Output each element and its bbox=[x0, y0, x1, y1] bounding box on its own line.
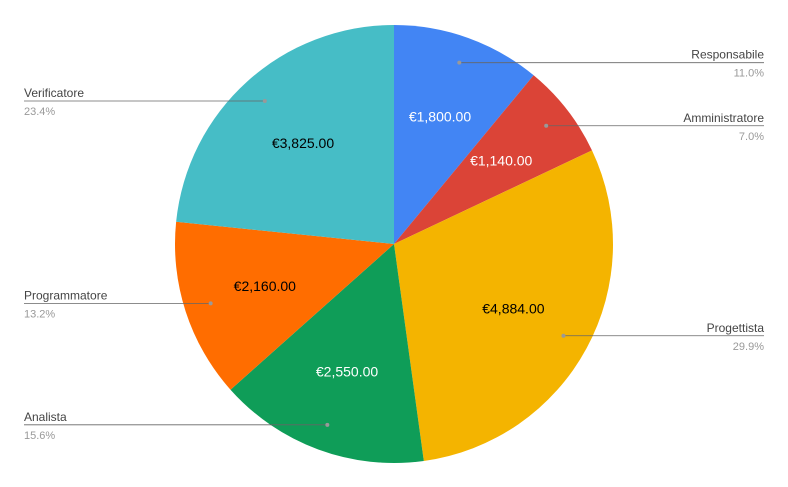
slice-analista[interactable] bbox=[230, 244, 424, 463]
legend-percent-verificatore: 23.4% bbox=[24, 106, 55, 118]
leader-dot-programmatore bbox=[208, 301, 213, 306]
slices bbox=[174, 25, 613, 463]
legend-name-analista: Analista bbox=[24, 410, 67, 424]
slice-verificatore[interactable] bbox=[176, 25, 394, 244]
value-label-progettista: €4,884.00 bbox=[482, 301, 544, 317]
legend-name-responsabile: Responsabile bbox=[691, 48, 764, 62]
legend-percent-amministratore: 7.0% bbox=[739, 131, 764, 143]
legend-percent-analista: 15.6% bbox=[24, 430, 55, 442]
callout-responsabile: Responsabile 11.0% bbox=[457, 48, 764, 80]
slice-responsabile[interactable] bbox=[394, 25, 534, 244]
callout-analista: Analista 15.6% bbox=[24, 410, 330, 442]
value-label-programmatore: €2,160.00 bbox=[234, 278, 296, 294]
leader-dot-responsabile bbox=[457, 60, 462, 65]
leader-dot-verificatore bbox=[262, 98, 267, 103]
legend-percent-responsabile: 11.0% bbox=[734, 68, 765, 80]
value-label-analista: €2,550.00 bbox=[316, 363, 378, 379]
value-label-amministratore: €1,140.00 bbox=[470, 153, 532, 169]
legend-percent-programmatore: 13.2% bbox=[24, 308, 55, 320]
leader-dot-analista bbox=[325, 422, 330, 427]
leader-dot-amministratore bbox=[544, 123, 549, 128]
value-labels: €1,800.00 €1,140.00 €4,884.00 €2,550.00 €2,1… bbox=[234, 108, 545, 379]
legend-name-amministratore: Amministratore bbox=[683, 111, 764, 125]
legend-percent-progettista: 29.9% bbox=[733, 341, 764, 353]
callout-programmatore: Programmatore 13.2% bbox=[24, 288, 213, 320]
legend-name-programmatore: Programmatore bbox=[24, 288, 108, 302]
callout-amministratore: Amministratore 7.0% bbox=[544, 111, 764, 143]
slice-progettista[interactable] bbox=[394, 150, 613, 461]
leader-dot-progettista bbox=[561, 333, 566, 338]
callouts: Responsabile 11.0% Amministratore 7.0% Proge… bbox=[24, 48, 764, 442]
value-label-verificatore: €3,825.00 bbox=[272, 135, 334, 151]
callout-progettista: Progettista 29.9% bbox=[561, 321, 764, 353]
legend-name-progettista: Progettista bbox=[707, 321, 765, 335]
value-label-responsabile: €1,800.00 bbox=[409, 108, 471, 124]
slice-programmatore[interactable] bbox=[174, 221, 394, 390]
callout-verificatore: Verificatore 23.4% bbox=[24, 86, 267, 118]
slice-amministratore[interactable] bbox=[394, 75, 592, 245]
legend-name-verificatore: Verificatore bbox=[24, 86, 84, 100]
